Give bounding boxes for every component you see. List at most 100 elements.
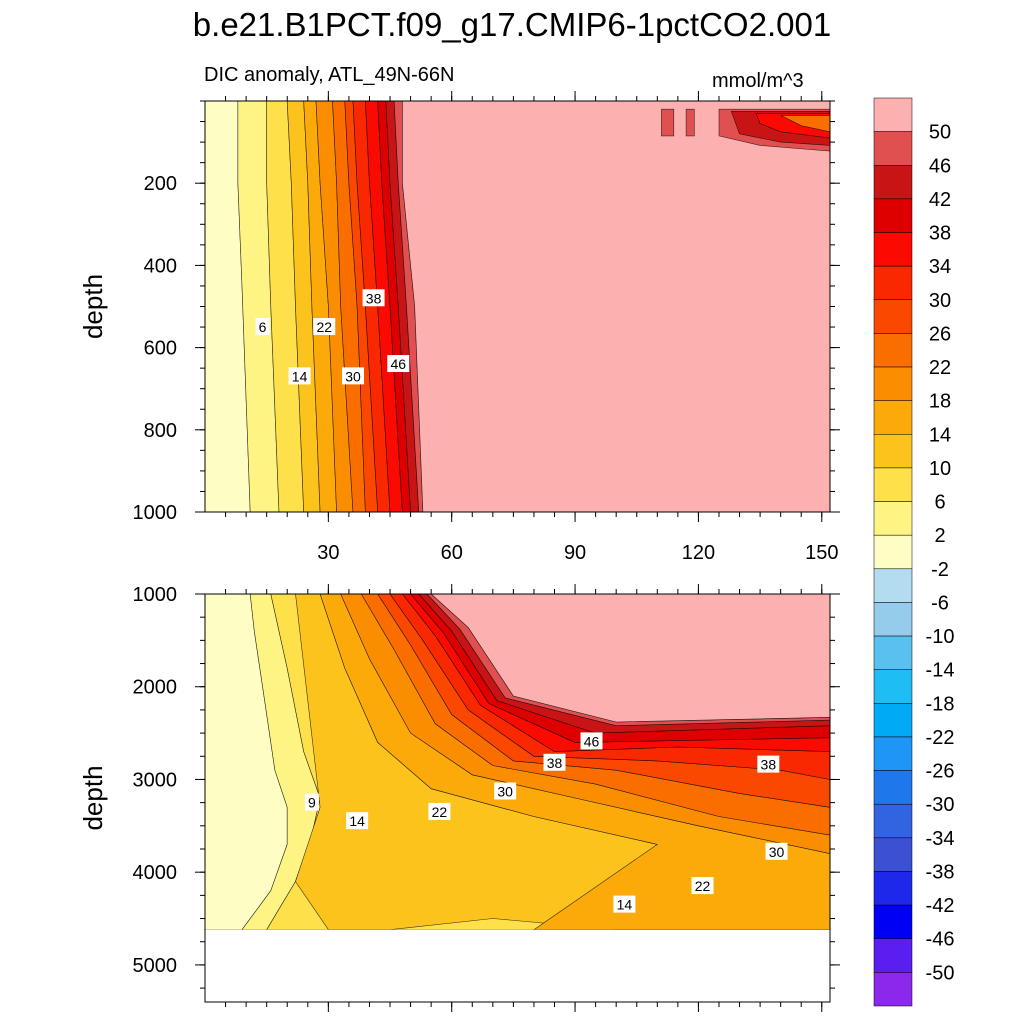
contour-label: 22 [695, 878, 711, 894]
contour-label-box [362, 289, 385, 307]
contour-label-box [543, 753, 566, 771]
y-tick-label: 4000 [133, 862, 178, 884]
colorbar-label: -38 [926, 861, 955, 883]
contour-label: 14 [349, 813, 365, 829]
contour-label-box [691, 877, 714, 895]
colorbar-swatch [873, 299, 913, 334]
contour-label: 30 [345, 368, 361, 384]
contour-label: 30 [497, 784, 513, 800]
colorbar-label: 18 [929, 391, 951, 413]
contour-label: 30 [769, 844, 785, 860]
colorbar-label: -18 [926, 693, 955, 715]
colorbar-swatch [873, 501, 913, 536]
colorbar-label: 42 [929, 189, 951, 211]
y-tick-label: 1000 [133, 584, 178, 606]
units-label: mmol/m^3 [712, 70, 804, 92]
contour-band-50 [661, 108, 675, 137]
colorbar-label: 14 [929, 424, 951, 446]
colorbar-swatch [873, 198, 913, 233]
y-tick-label: 400 [144, 255, 177, 277]
y-tick-label: 800 [144, 420, 177, 442]
upper-contour-panel: 30 60 90 120 150 200 400 600 800 1000 depth 6 22 14 30… [78, 91, 840, 564]
chart-title: b.e21.B1PCT.f09_g17.CMIP6-1pctCO2.001 [192, 6, 832, 43]
contour-band-50 [685, 108, 695, 137]
colorbar-swatch [873, 972, 913, 1007]
colorbar-swatch [873, 97, 913, 132]
colorbar-swatch [873, 938, 913, 973]
colorbar-swatch [873, 837, 913, 872]
y-tick-label: 600 [144, 338, 177, 360]
contour-label-box [765, 842, 788, 860]
y-tick-label: 3000 [133, 769, 178, 791]
colorbar-swatch [873, 333, 913, 368]
colorbar-label: -2 [931, 559, 949, 581]
colorbar-label: 2 [934, 525, 945, 547]
colorbar-swatch [873, 232, 913, 267]
colorbar-swatch [873, 904, 913, 939]
contour-label: 38 [547, 755, 563, 771]
colorbar-swatch [873, 871, 913, 906]
y-tick-label: 200 [144, 173, 177, 195]
contour-label: 22 [316, 319, 332, 335]
contour-label-box [288, 367, 311, 385]
contour-label: 14 [617, 897, 633, 913]
colorbar-label: 46 [929, 155, 951, 177]
colorbar-swatch [873, 131, 913, 166]
contour-label: 38 [366, 290, 382, 306]
contour-label: 9 [308, 795, 316, 811]
lower-contour-panel: 1000 2000 3000 4000 5000 depth 9 14 22 30 38 46 38 30… [78, 584, 840, 1012]
y-tick-label: 1000 [133, 502, 178, 524]
colorbar-label: 50 [929, 122, 951, 144]
contour-fills [205, 594, 830, 930]
colorbar-swatch [873, 602, 913, 637]
colorbar-swatch [873, 803, 913, 839]
colorbar-label: 22 [929, 357, 951, 379]
contour-label: 46 [584, 733, 600, 749]
contour-label-box [387, 355, 410, 373]
x-tick-label: 30 [317, 542, 339, 564]
colorbar-label: 30 [929, 290, 951, 312]
contour-label-box [255, 318, 270, 336]
plot-frame [204, 593, 831, 1003]
contour-label-box [304, 793, 319, 811]
colorbar-label: 38 [929, 223, 951, 245]
colorbar-label: 26 [929, 323, 951, 345]
colorbar-label: -10 [926, 626, 955, 648]
colorbar-label: 34 [929, 256, 951, 278]
colorbar-swatch [873, 703, 913, 738]
y-axis-label: depth [78, 765, 108, 830]
colorbar-label: -42 [926, 895, 955, 917]
colorbar-label: 6 [934, 492, 945, 514]
contour-label-box [428, 802, 451, 820]
chart-subtitle: DIC anomaly, ATL_49N-66N [204, 64, 455, 86]
contour-band-50 [430, 594, 830, 723]
colorbar-swatch [873, 534, 913, 570]
colorbar-label: -50 [926, 962, 955, 984]
contour-band-50 [402, 101, 830, 512]
colorbar-label: -46 [926, 929, 955, 951]
contour-band-26 [780, 115, 830, 133]
x-tick-label: 120 [682, 542, 715, 564]
y-tick-label: 2000 [133, 677, 178, 699]
x-tick-label: 60 [441, 542, 463, 564]
contour-label-box [613, 895, 636, 913]
colorbar-swatch [873, 265, 913, 301]
colorbar-swatch [873, 568, 913, 603]
colorbar-label: -34 [926, 828, 955, 850]
contour-label: 22 [432, 804, 448, 820]
contour-label-box [580, 732, 603, 750]
colorbar-label: -30 [926, 794, 955, 816]
contour-label-box [494, 782, 517, 800]
colorbar: 50 46 42 38 34 30 26 22 18 14 10 6 2 -2 -6 -10 -14 -18 -22… [873, 97, 955, 1007]
colorbar-swatch [873, 366, 913, 401]
colorbar-swatch [873, 400, 913, 435]
contour-label: 14 [292, 368, 308, 384]
contour-fills [205, 101, 830, 512]
colorbar-label: -6 [931, 592, 949, 614]
colorbar-swatch [873, 669, 913, 704]
colorbar-swatch [873, 434, 913, 469]
colorbar-swatch [873, 736, 913, 771]
contour-label: 6 [259, 319, 267, 335]
colorbar-swatch [873, 635, 913, 670]
